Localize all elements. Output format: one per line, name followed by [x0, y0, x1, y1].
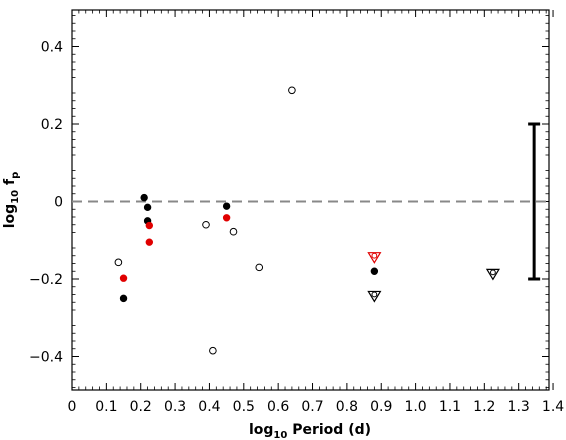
- x-axis-title: log10 Period (d): [249, 422, 371, 440]
- x-tick-label: 1.0: [404, 399, 426, 415]
- triangle-inner-circle: [371, 252, 378, 259]
- x-tick-label: 0.1: [95, 399, 117, 415]
- x-tick-label: 0.4: [198, 399, 220, 415]
- data-point: [288, 86, 296, 95]
- data-point: [255, 263, 264, 272]
- x-tick-label: 0.3: [164, 399, 186, 415]
- x-tick-label: 1.1: [439, 399, 461, 415]
- y-tick-label: −0.4: [29, 350, 63, 366]
- x-tick-label: 0: [68, 399, 77, 415]
- x-tick-label: 0.9: [370, 399, 392, 415]
- y-tick-label: 0.2: [41, 117, 63, 133]
- data-point: [229, 227, 238, 236]
- tick-marks: [71, 10, 554, 390]
- y-axis-title: log10 fp: [2, 172, 21, 229]
- triangle-inner-circle: [490, 269, 496, 276]
- y-tick-label: −0.2: [29, 272, 63, 288]
- data-point: [140, 193, 148, 202]
- triangle-inner-circle: [371, 291, 378, 298]
- data-point: [222, 214, 231, 222]
- x-tick-label: 0.8: [336, 399, 358, 415]
- x-tick-label: 0.5: [233, 399, 255, 415]
- x-tick-label: 0.2: [130, 399, 152, 415]
- data-point: [114, 258, 123, 267]
- upper-limit-marker: [367, 252, 382, 264]
- tick-labels: 0 0.1 0.2 0.3 0.4 0.5 0.6 0.7 0.8 0.9 1.0 1.1 1.2 1.3…: [29, 40, 564, 416]
- data-point: [209, 346, 217, 355]
- y-tick-label: 0.4: [41, 40, 63, 56]
- plot-frame: [71, 9, 550, 391]
- data-point: [202, 220, 210, 229]
- x-tick-label: 1.4: [542, 399, 564, 415]
- data-point: [145, 238, 154, 246]
- data-point: [119, 294, 128, 303]
- x-tick-label: 1.2: [473, 399, 495, 415]
- y-tick-label: 0: [54, 195, 63, 211]
- data-point: [145, 221, 154, 230]
- data-point: [119, 274, 128, 282]
- errorbar-group: [528, 122, 541, 281]
- upper-limit-marker: [367, 290, 382, 303]
- x-tick-label: 0.6: [267, 399, 289, 415]
- data-point: [370, 267, 379, 275]
- x-tick-label: 0.7: [301, 399, 323, 415]
- x-tick-label: 1.3: [508, 399, 530, 415]
- data-point: [222, 202, 231, 210]
- data-point: [143, 203, 152, 212]
- data-points: [114, 86, 500, 355]
- upper-limit-marker: [485, 268, 500, 281]
